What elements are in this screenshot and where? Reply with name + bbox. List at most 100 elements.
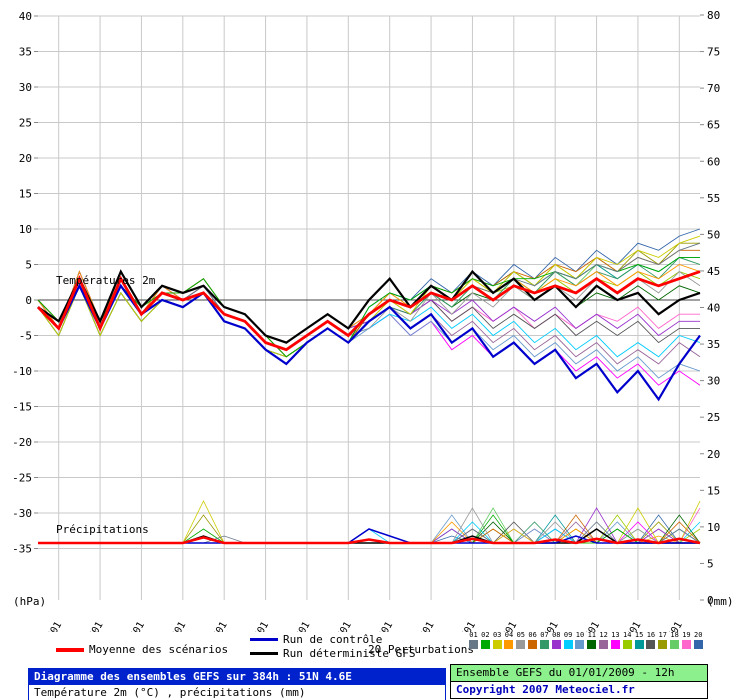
perturbation-number: 10 (575, 631, 585, 639)
run-info-box: Ensemble GEFS du 01/01/2009 - 12h Copyri… (450, 664, 708, 699)
left-axis-tick-label: 10 (19, 223, 32, 236)
perturbation-number: 18 (670, 631, 679, 639)
temp-line-P03 (37, 235, 701, 358)
perturbation-color-box (492, 640, 502, 649)
left-axis-tick-label: -15 (12, 401, 32, 414)
right-axis-tick-label: 40 (707, 302, 720, 315)
perturbation-number: 02 (481, 631, 490, 639)
right-axis-tick-label: 65 (707, 119, 720, 132)
perturbation-number: 04 (504, 631, 514, 639)
perturbation-number: 07 (540, 631, 549, 639)
right-axis-tick-label: 60 (707, 155, 720, 168)
perturbation-color-box (563, 640, 573, 649)
perturbation-color-box (528, 640, 538, 649)
perturbation-color-box (516, 640, 526, 649)
perturbation-swatch-12[interactable]: 12 (598, 631, 609, 649)
right-axis-tick-label: 70 (707, 82, 720, 95)
perturbation-swatch-16[interactable]: 16 (645, 631, 656, 649)
legend-perturbations: 20 Perturbations (368, 643, 474, 656)
right-axis-tick-label: 5 (707, 557, 714, 570)
perturbation-swatch-08[interactable]: 08 (551, 631, 562, 649)
left-axis-tick-label: -10 (12, 365, 32, 378)
perturbation-swatch-19[interactable]: 19 (681, 631, 692, 649)
right-axis-unit-label: (mm) (707, 595, 734, 608)
precip-line-Moyenne-des-scénarios (38, 536, 701, 545)
perturbation-number: 12 (599, 631, 608, 639)
left-axis-tick-label: 0 (25, 294, 32, 307)
right-axis-tick-label: 15 (707, 484, 720, 497)
perturbation-number: 09 (563, 631, 573, 639)
perturbation-color-box (575, 640, 585, 649)
temp-line-Run-de-contrôle (37, 283, 701, 402)
left-axis-tick-label: 40 (19, 10, 32, 23)
legend-deterministic: Run déterministe GFS (250, 647, 415, 660)
left-axis-tick-label: 5 (25, 259, 32, 272)
left-axis-unit-label: (hPa) (13, 595, 46, 608)
perturbation-swatch-18[interactable]: 18 (669, 631, 680, 649)
perturbation-color-box (587, 640, 597, 649)
deterministic-line-swatch (250, 652, 278, 655)
precip-line-P03 (38, 500, 701, 544)
title-box: Diagramme des ensembles GEFS sur 384h : … (28, 668, 446, 700)
perturbation-swatch-03[interactable]: 03 (492, 631, 503, 649)
left-axis-tick-label: -20 (12, 436, 32, 449)
right-axis-tick-label: 45 (707, 265, 720, 278)
perturbation-color-box (681, 640, 691, 649)
perturbation-color-box (693, 640, 703, 649)
perturbation-swatch-02[interactable]: 02 (480, 631, 491, 649)
control-line-swatch (250, 638, 278, 641)
left-axis-tick-label: -35 (12, 543, 32, 556)
left-axis-tick-label: -5 (19, 330, 32, 343)
perturbation-color-box (480, 640, 490, 649)
ensemble-chart-svg: 02/0103/0104/0105/0106/0107/0108/0109/01… (12, 9, 734, 652)
legend-control: Run de contrôle (250, 633, 382, 646)
right-axis-tick-label: 30 (707, 375, 720, 388)
right-axis-tick-label: 50 (707, 228, 720, 241)
perturbation-number: 11 (587, 631, 596, 639)
perturbation-number: 13 (611, 631, 620, 639)
legend-perturbations-label: 20 Perturbations (368, 643, 474, 656)
perturbation-color-box (469, 640, 478, 649)
perturbation-number: 08 (552, 631, 561, 639)
perturbation-swatch-05[interactable]: 05 (515, 631, 526, 649)
left-axis-tick-label: 35 (19, 46, 32, 59)
left-axis-tick-label: 20 (19, 152, 32, 165)
perturbation-number: 14 (623, 631, 632, 639)
legend-deterministic-label: Run déterministe GFS (283, 647, 416, 660)
perturbation-color-box (599, 640, 609, 649)
perturbation-number: 06 (528, 631, 537, 639)
perturbation-swatch-20[interactable]: 20 (693, 631, 704, 649)
left-axis-tick-label: 25 (19, 117, 32, 130)
perturbation-swatch-15[interactable]: 15 (634, 631, 645, 649)
mean-line-swatch (56, 647, 84, 652)
temp-line-Moyenne-des-scénarios (36, 270, 701, 352)
perturbation-swatch-13[interactable]: 13 (610, 631, 621, 649)
perturbation-swatch-07[interactable]: 07 (539, 631, 550, 649)
legend-mean: Moyenne des scénarios (56, 643, 228, 656)
perturbation-swatch-06[interactable]: 06 (527, 631, 538, 649)
perturbation-color-box (610, 640, 620, 649)
perturbation-number: 20 (694, 631, 703, 639)
right-axis-tick-label: 75 (707, 46, 720, 59)
perturbation-color-box (539, 640, 549, 649)
perturbation-swatch-14[interactable]: 14 (622, 631, 633, 649)
right-axis-tick-label: 10 (707, 521, 720, 534)
perturbation-swatch-01[interactable]: 01 (468, 631, 479, 649)
perturbation-number: 01 (469, 631, 478, 639)
perturbation-color-box (551, 640, 561, 649)
perturbation-swatch-11[interactable]: 11 (586, 631, 597, 649)
perturbation-swatch-10[interactable]: 10 (574, 631, 585, 649)
right-axis-tick-label: 20 (707, 448, 720, 461)
perturbation-swatches: 01 02 03 04 05 06 07 08 09 10 11 12 13 14 15 16 17 18 19 20 (468, 631, 704, 649)
right-axis-tick-label: 55 (707, 192, 720, 205)
perturbation-swatch-04[interactable]: 04 (503, 631, 514, 649)
right-axis-tick-label: 35 (707, 338, 720, 351)
legend-control-label: Run de contrôle (283, 633, 383, 646)
right-axis-tick-label: 25 (707, 411, 720, 424)
legend: Moyenne des scénarios Run de contrôle Ru… (0, 630, 740, 668)
perturbation-swatch-17[interactable]: 17 (657, 631, 668, 649)
perturbation-swatch-09[interactable]: 09 (563, 631, 574, 649)
left-axis-tick-label: 15 (19, 188, 32, 201)
perturbation-number: 05 (516, 631, 526, 639)
